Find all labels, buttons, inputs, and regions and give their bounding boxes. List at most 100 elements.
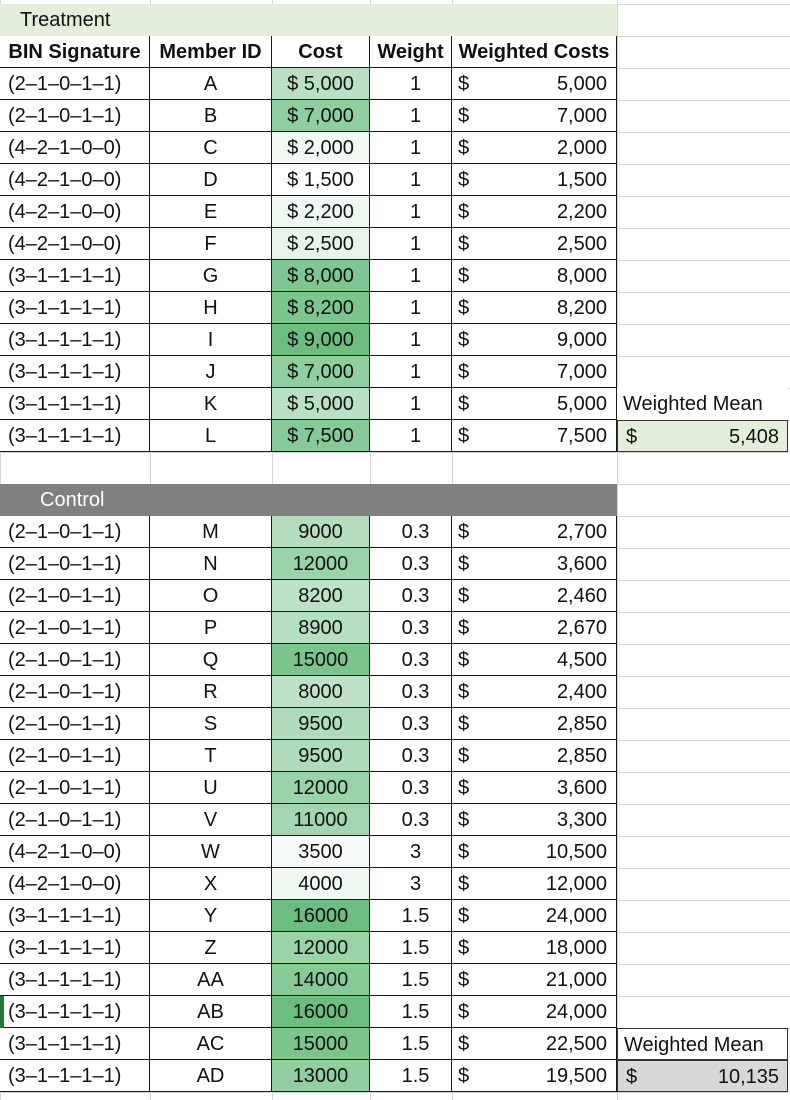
weighted-cost-cell[interactable] (452, 708, 617, 740)
treatment-weighted-mean-value[interactable]: $5,408 (617, 420, 788, 452)
bin-signature-cell[interactable]: (2–1–0–1–1) (0, 100, 150, 132)
weight-cell[interactable]: 0.3 (370, 772, 452, 804)
weight-cell[interactable]: 0.3 (370, 708, 452, 740)
member-id-cell[interactable]: Y (150, 900, 272, 932)
weight-cell[interactable]: 1.5 (370, 1028, 452, 1060)
bin-signature-cell[interactable]: (2–1–0–1–1) (0, 772, 150, 804)
header-weighted-costs[interactable]: Weighted Costs (452, 36, 617, 68)
member-id-cell[interactable]: R (150, 676, 272, 708)
member-id-cell[interactable]: N (150, 548, 272, 580)
weighted-cost-cell[interactable] (452, 132, 617, 164)
bin-signature-cell[interactable]: (4–2–1–0–0) (0, 868, 150, 900)
bin-signature-cell[interactable]: (3–1–1–1–1) (0, 996, 150, 1028)
header-bin-signature[interactable]: BIN Signature (0, 36, 150, 68)
weighted-cost-cell[interactable] (452, 772, 617, 804)
weight-cell[interactable]: 1 (370, 324, 452, 356)
weighted-cost-cell[interactable] (452, 260, 617, 292)
weight-cell[interactable]: 1 (370, 132, 452, 164)
bin-signature-cell[interactable]: (3–1–1–1–1) (0, 292, 150, 324)
weight-cell[interactable]: 1 (370, 356, 452, 388)
cost-cell[interactable]: $ 9,000 (272, 324, 370, 356)
cost-cell[interactable]: $ 5,000 (272, 388, 370, 420)
cost-cell[interactable]: $ 5,000 (272, 68, 370, 100)
weighted-cost-cell[interactable] (452, 836, 617, 868)
cost-cell[interactable]: $ 7,500 (272, 420, 370, 452)
weight-cell[interactable]: 1 (370, 260, 452, 292)
bin-signature-cell[interactable]: (2–1–0–1–1) (0, 516, 150, 548)
header-weight[interactable]: Weight (370, 36, 452, 68)
weighted-cost-cell[interactable] (452, 388, 617, 420)
weight-cell[interactable]: 0.3 (370, 548, 452, 580)
member-id-cell[interactable]: AD (150, 1060, 272, 1092)
member-id-cell[interactable]: AC (150, 1028, 272, 1060)
bin-signature-cell[interactable]: (2–1–0–1–1) (0, 580, 150, 612)
weighted-cost-cell[interactable] (452, 612, 617, 644)
member-id-cell[interactable]: AB (150, 996, 272, 1028)
member-id-cell[interactable]: G (150, 260, 272, 292)
cost-cell[interactable]: 9000 (272, 516, 370, 548)
weighted-cost-cell[interactable] (452, 228, 617, 260)
weighted-cost-cell[interactable] (452, 68, 617, 100)
weight-cell[interactable]: 1 (370, 196, 452, 228)
weighted-cost-cell[interactable] (452, 964, 617, 996)
weighted-cost-cell[interactable] (452, 644, 617, 676)
header-member-id[interactable]: Member ID (150, 36, 272, 68)
weight-cell[interactable]: 0.3 (370, 644, 452, 676)
cost-cell[interactable]: 8000 (272, 676, 370, 708)
bin-signature-cell[interactable]: (2–1–0–1–1) (0, 644, 150, 676)
bin-signature-cell[interactable]: (4–2–1–0–0) (0, 228, 150, 260)
cost-cell[interactable]: $ 2,500 (272, 228, 370, 260)
cost-cell[interactable]: 8900 (272, 612, 370, 644)
weighted-cost-cell[interactable] (452, 324, 617, 356)
weighted-cost-cell[interactable] (452, 1028, 617, 1060)
member-id-cell[interactable]: K (150, 388, 272, 420)
cost-cell[interactable]: 13000 (272, 1060, 370, 1092)
weighted-cost-cell[interactable] (452, 1060, 617, 1092)
cost-cell[interactable]: $ 2,000 (272, 132, 370, 164)
weight-cell[interactable]: 1 (370, 164, 452, 196)
weight-cell[interactable]: 1.5 (370, 1060, 452, 1092)
weighted-cost-cell[interactable] (452, 804, 617, 836)
bin-signature-cell[interactable]: (4–2–1–0–0) (0, 132, 150, 164)
member-id-cell[interactable]: O (150, 580, 272, 612)
weighted-cost-cell[interactable] (452, 164, 617, 196)
cost-cell[interactable]: 16000 (272, 996, 370, 1028)
weighted-cost-cell[interactable] (452, 516, 617, 548)
weight-cell[interactable]: 0.3 (370, 516, 452, 548)
bin-signature-cell[interactable]: (2–1–0–1–1) (0, 548, 150, 580)
cost-cell[interactable]: $ 7,000 (272, 356, 370, 388)
cost-cell[interactable]: 12000 (272, 772, 370, 804)
member-id-cell[interactable]: B (150, 100, 272, 132)
weight-cell[interactable]: 1 (370, 68, 452, 100)
member-id-cell[interactable]: M (150, 516, 272, 548)
bin-signature-cell[interactable]: (3–1–1–1–1) (0, 324, 150, 356)
weighted-cost-cell[interactable] (452, 420, 617, 452)
member-id-cell[interactable]: P (150, 612, 272, 644)
cost-cell[interactable]: 15000 (272, 1028, 370, 1060)
weight-cell[interactable]: 0.3 (370, 740, 452, 772)
bin-signature-cell[interactable]: (4–2–1–0–0) (0, 196, 150, 228)
member-id-cell[interactable]: A (150, 68, 272, 100)
weighted-cost-cell[interactable] (452, 356, 617, 388)
cost-cell[interactable]: $ 8,200 (272, 292, 370, 324)
member-id-cell[interactable]: T (150, 740, 272, 772)
bin-signature-cell[interactable]: (3–1–1–1–1) (0, 388, 150, 420)
member-id-cell[interactable]: V (150, 804, 272, 836)
weighted-cost-cell[interactable] (452, 100, 617, 132)
member-id-cell[interactable]: X (150, 868, 272, 900)
bin-signature-cell[interactable]: (3–1–1–1–1) (0, 420, 150, 452)
weighted-cost-cell[interactable] (452, 676, 617, 708)
member-id-cell[interactable]: H (150, 292, 272, 324)
weighted-cost-cell[interactable] (452, 740, 617, 772)
weight-cell[interactable]: 1.5 (370, 900, 452, 932)
member-id-cell[interactable]: L (150, 420, 272, 452)
bin-signature-cell[interactable]: (3–1–1–1–1) (0, 964, 150, 996)
weight-cell[interactable]: 1.5 (370, 932, 452, 964)
weight-cell[interactable]: 3 (370, 836, 452, 868)
member-id-cell[interactable]: F (150, 228, 272, 260)
bin-signature-cell[interactable]: (2–1–0–1–1) (0, 676, 150, 708)
bin-signature-cell[interactable]: (4–2–1–0–0) (0, 836, 150, 868)
member-id-cell[interactable]: E (150, 196, 272, 228)
cost-cell[interactable]: 8200 (272, 580, 370, 612)
